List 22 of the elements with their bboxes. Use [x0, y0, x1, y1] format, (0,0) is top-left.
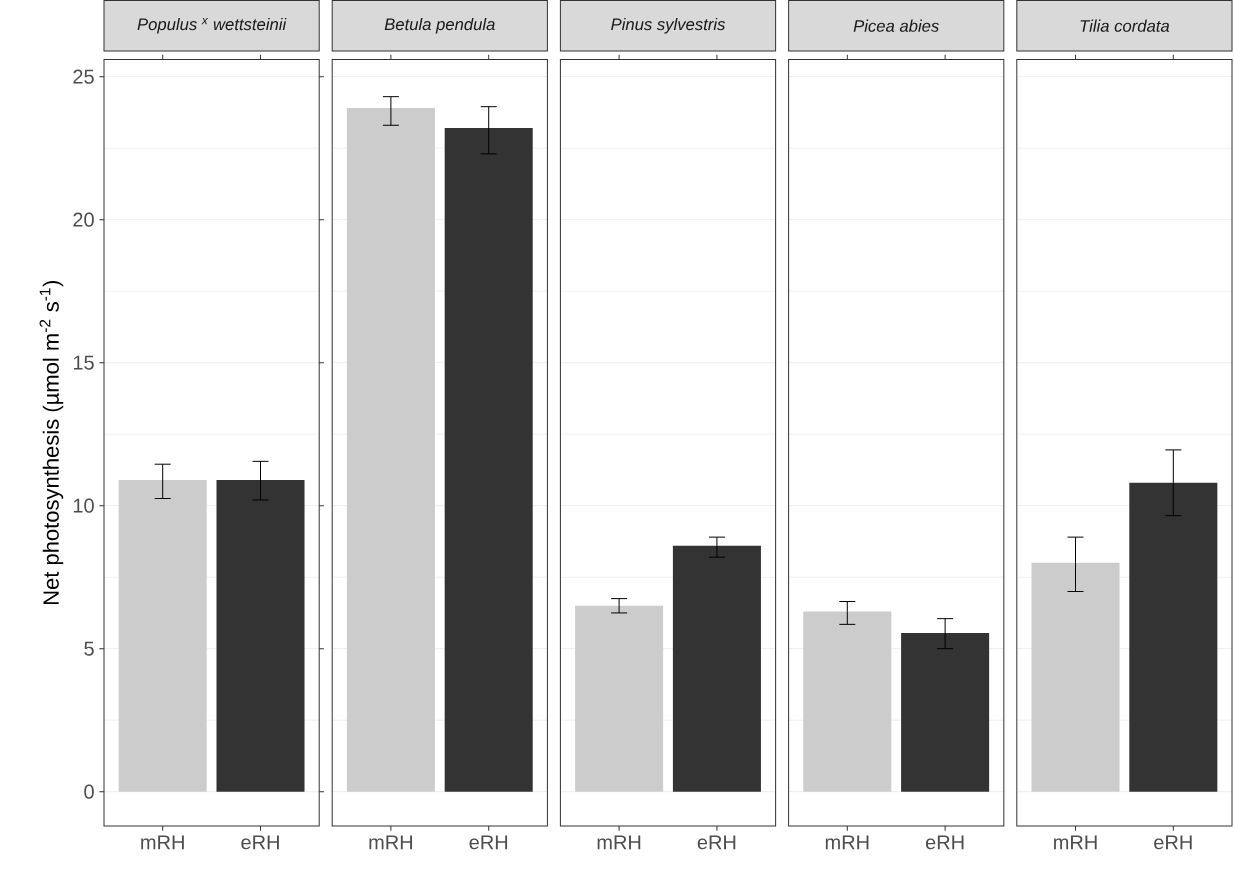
chart-title: Tilia cordata	[1080, 19, 1170, 32]
x-tick-label: eRH	[469, 835, 508, 850]
x-tick-label: eRH	[925, 835, 964, 850]
chart-title: Picea abies	[853, 19, 939, 32]
x-tick-label: eRH	[241, 835, 279, 850]
y-tick-label: 25	[73, 69, 94, 84]
x-tick-label: eRH	[697, 835, 736, 850]
y-tick-label: 10	[73, 498, 94, 513]
chart-title: Betula pendula	[384, 17, 495, 34]
y-axis-title: Net photosynthesis (µmol m$^{-2}$ s$^{-1}$)	[39, 280, 64, 605]
x-tick-label: mRH	[825, 835, 869, 850]
y-tick-label: 5	[84, 641, 94, 656]
x-tick-label: eRH	[1154, 835, 1192, 850]
y-tick-label: 15	[73, 355, 94, 370]
chart-title: Populus $^{x}$ wettsteinii	[137, 17, 287, 34]
x-tick-label: mRH	[141, 835, 184, 850]
x-tick-label: mRH	[1054, 835, 1097, 850]
x-tick-label: mRH	[369, 835, 413, 850]
x-tick-label: mRH	[597, 835, 641, 850]
chart-title: Pinus sylvestris	[611, 17, 726, 34]
y-tick-label: 20	[73, 212, 94, 227]
y-tick-label: 0	[84, 784, 94, 799]
